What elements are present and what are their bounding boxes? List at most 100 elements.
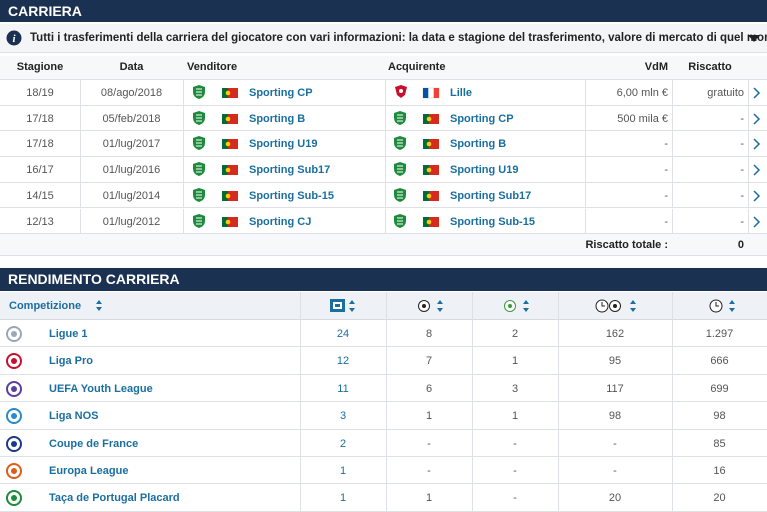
competition-logo bbox=[6, 326, 22, 342]
appearances-icon bbox=[330, 299, 355, 312]
appearances[interactable]: 1 bbox=[339, 492, 347, 505]
table-row[interactable] bbox=[0, 106, 767, 132]
transfer-fee: - bbox=[740, 164, 744, 177]
row-chevron[interactable] bbox=[753, 113, 761, 125]
table-row[interactable] bbox=[0, 347, 767, 375]
appearances[interactable]: 24 bbox=[336, 328, 350, 340]
flag bbox=[222, 216, 238, 227]
table-row[interactable] bbox=[0, 484, 767, 512]
column-divider bbox=[300, 484, 301, 512]
column-divider bbox=[386, 374, 387, 403]
appearances[interactable]: 3 bbox=[339, 410, 347, 423]
dropdown-arrow[interactable] bbox=[748, 35, 760, 43]
flag bbox=[423, 165, 439, 176]
appearances[interactable]: 1 bbox=[339, 465, 347, 477]
seller[interactable]: Sporting Sub-15 bbox=[249, 189, 334, 202]
season: 12/13 bbox=[26, 215, 54, 228]
buyer[interactable]: Sporting B bbox=[450, 138, 507, 151]
column-divider bbox=[80, 157, 81, 183]
buyer[interactable]: Sporting Sub-15 bbox=[450, 215, 535, 228]
column-divider bbox=[385, 80, 386, 106]
minutes-per-goal: - bbox=[613, 437, 617, 450]
column-divider bbox=[672, 320, 673, 348]
column-divider bbox=[385, 105, 386, 132]
table-row[interactable] bbox=[0, 157, 767, 183]
column-divider bbox=[672, 484, 673, 512]
competition[interactable]: Taça de Portugal Placard bbox=[49, 492, 180, 505]
column-divider bbox=[472, 292, 473, 320]
column-divider bbox=[385, 182, 386, 209]
table-row[interactable] bbox=[0, 320, 767, 348]
column-divider bbox=[558, 429, 559, 457]
competition-logo bbox=[6, 463, 22, 479]
column-divider bbox=[386, 484, 387, 512]
minutes-per-goal: 117 bbox=[606, 382, 624, 395]
table-row[interactable] bbox=[0, 402, 767, 430]
competition-logo bbox=[6, 353, 22, 370]
competition[interactable]: UEFA Youth League bbox=[49, 382, 153, 395]
column-divider bbox=[672, 157, 673, 183]
seller[interactable]: Sporting CJ bbox=[249, 215, 312, 228]
table-row[interactable] bbox=[0, 457, 767, 485]
season: 17/18 bbox=[26, 112, 54, 125]
buyer[interactable]: Sporting Sub17 bbox=[450, 189, 532, 202]
appearances[interactable]: 11 bbox=[337, 382, 349, 395]
club-logo bbox=[193, 187, 205, 202]
row-chevron[interactable] bbox=[753, 215, 761, 228]
market-value: - bbox=[664, 138, 668, 151]
buyer[interactable]: Sporting U19 bbox=[450, 164, 519, 177]
seller[interactable]: Sporting CP bbox=[249, 87, 313, 99]
buyer[interactable]: Sporting CP bbox=[450, 112, 514, 125]
column-divider bbox=[585, 105, 586, 132]
appearances[interactable]: 2 bbox=[339, 437, 347, 450]
table-row[interactable] bbox=[0, 183, 767, 209]
transfer-fee: - bbox=[740, 215, 744, 228]
seller[interactable]: Sporting Sub17 bbox=[249, 164, 331, 177]
info-row[interactable] bbox=[0, 24, 767, 53]
flag bbox=[222, 139, 238, 150]
competition[interactable]: Liga NOS bbox=[49, 410, 99, 423]
minutes-per-goal: 98 bbox=[608, 410, 622, 423]
row-chevron[interactable] bbox=[753, 190, 761, 202]
competition[interactable]: Europa League bbox=[49, 465, 129, 477]
column-divider bbox=[300, 374, 301, 403]
minutes: 1.297 bbox=[705, 328, 734, 340]
goals: - bbox=[427, 465, 431, 477]
column-divider bbox=[585, 131, 586, 158]
table-row[interactable] bbox=[0, 375, 767, 403]
seller[interactable]: Sporting U19 bbox=[249, 138, 318, 151]
appearances[interactable]: 12 bbox=[336, 355, 350, 368]
row-chevron[interactable] bbox=[753, 164, 761, 176]
table-row[interactable] bbox=[0, 80, 767, 106]
assists: - bbox=[513, 465, 517, 477]
competition[interactable]: Ligue 1 bbox=[49, 328, 88, 340]
sort-icon[interactable] bbox=[96, 300, 102, 311]
column-divider bbox=[300, 457, 301, 485]
row-chevron[interactable] bbox=[753, 138, 761, 150]
seller[interactable]: Sporting B bbox=[249, 112, 306, 125]
competition[interactable]: Liga Pro bbox=[49, 355, 94, 368]
column-divider bbox=[80, 182, 81, 209]
column-divider bbox=[472, 402, 473, 430]
table-row[interactable] bbox=[0, 131, 767, 158]
competition[interactable]: Coupe de France bbox=[49, 437, 139, 450]
column-divider bbox=[183, 182, 184, 209]
goals: 8 bbox=[425, 328, 433, 340]
column-header[interactable]: Competizione bbox=[9, 300, 82, 312]
flag bbox=[222, 190, 238, 201]
column-divider bbox=[183, 80, 184, 106]
column-divider bbox=[386, 402, 387, 430]
table-row[interactable] bbox=[0, 209, 767, 235]
row-chevron[interactable] bbox=[753, 87, 761, 99]
buyer[interactable]: Lille bbox=[450, 87, 473, 99]
club-logo bbox=[394, 213, 406, 228]
table-row[interactable] bbox=[0, 430, 767, 457]
column-divider bbox=[748, 131, 749, 158]
column-divider bbox=[748, 80, 749, 106]
column-divider bbox=[472, 320, 473, 348]
column-divider bbox=[80, 208, 81, 235]
column-divider bbox=[558, 457, 559, 485]
assists: 2 bbox=[511, 328, 519, 340]
assists: 3 bbox=[511, 382, 519, 395]
minutes-per-goal-icon bbox=[595, 299, 636, 313]
